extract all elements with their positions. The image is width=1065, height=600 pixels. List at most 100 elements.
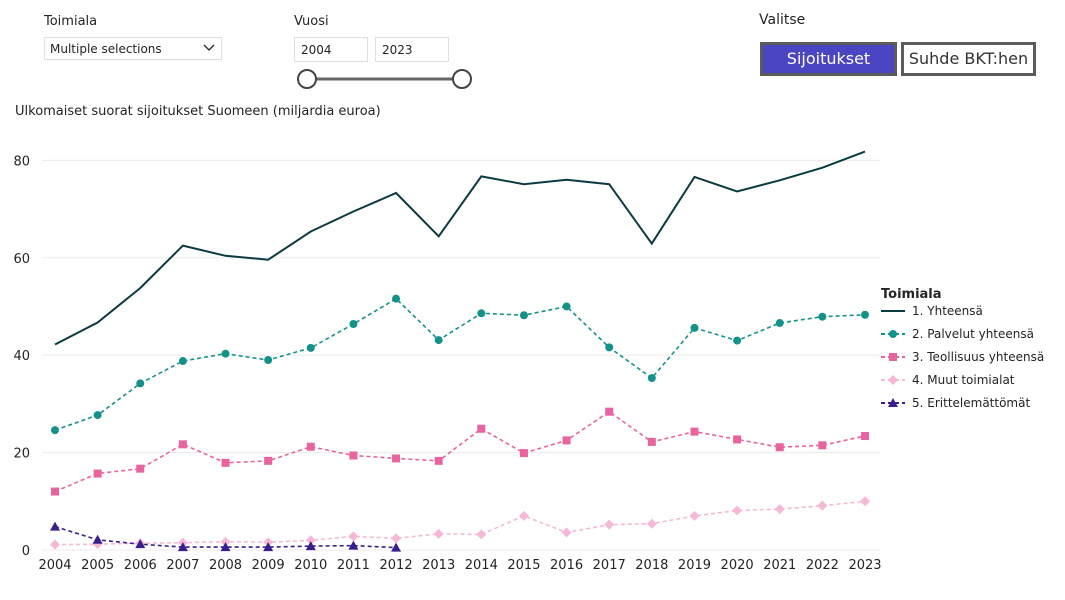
data-point-series-3 — [93, 469, 102, 478]
y-tick-label: 20 — [13, 447, 30, 462]
data-point-series-4 — [817, 500, 828, 511]
x-tick-label: 2009 — [252, 558, 285, 573]
x-tick-label: 2004 — [38, 558, 71, 573]
x-tick-label: 2015 — [507, 558, 540, 573]
chart-title: Ulkomaiset suorat sijoitukset Suomeen (m… — [15, 104, 381, 119]
data-point-series-4 — [391, 533, 402, 544]
suhde-bkt-button[interactable]: Suhde BKT:hen — [901, 42, 1036, 76]
year-from-value: 2004 — [301, 43, 332, 57]
data-point-series-4 — [220, 536, 231, 547]
legend-entry-1[interactable]: 1. Yhteensä — [912, 304, 983, 318]
data-point-series-3 — [434, 456, 443, 465]
x-tick-label: 2007 — [166, 558, 199, 573]
sijoitukset-button[interactable]: Sijoitukset — [760, 42, 897, 76]
data-point-series-3 — [605, 407, 614, 416]
series-line-2 — [54, 297, 866, 431]
data-point-series-2 — [221, 349, 230, 358]
y-tick-label: 0 — [22, 544, 30, 559]
data-point-series-2 — [178, 357, 187, 366]
legend-entry-4[interactable]: 4. Muut toimialat — [912, 373, 1015, 387]
x-tick-label: 2010 — [294, 558, 327, 573]
x-tick-label: 2012 — [380, 558, 413, 573]
data-point-series-2 — [647, 374, 656, 383]
legend-marker-2 — [889, 330, 897, 338]
data-point-series-5 — [50, 521, 60, 531]
data-point-series-2 — [434, 336, 443, 345]
data-point-series-4 — [604, 519, 615, 530]
x-tick-label: 2011 — [337, 558, 370, 573]
series-line-1 — [54, 150, 866, 346]
data-point-series-3 — [477, 424, 486, 433]
x-tick-label: 2018 — [635, 558, 668, 573]
data-point-series-4 — [50, 539, 60, 550]
data-point-series-2 — [477, 309, 486, 318]
data-point-series-3 — [392, 454, 401, 463]
data-point-series-3 — [519, 449, 528, 458]
data-point-series-3 — [264, 456, 273, 465]
year-range-slider[interactable] — [290, 64, 480, 94]
data-point-series-3 — [733, 435, 742, 444]
data-point-series-3 — [306, 442, 315, 451]
industry-dropdown-value: Multiple selections — [50, 42, 162, 56]
data-point-series-3 — [562, 436, 571, 445]
x-tick-label: 2013 — [422, 558, 455, 573]
data-point-series-3 — [136, 464, 145, 473]
data-point-series-2 — [775, 319, 784, 328]
industry-filter-label: Toimiala — [44, 14, 98, 29]
data-point-series-3 — [349, 451, 358, 460]
data-point-series-5 — [135, 539, 146, 549]
data-point-series-5 — [305, 541, 316, 551]
data-point-series-3 — [178, 440, 187, 449]
data-point-series-2 — [392, 294, 401, 303]
data-point-series-2 — [136, 379, 145, 388]
data-point-series-2 — [51, 426, 59, 435]
x-tick-label: 2021 — [763, 558, 796, 573]
legend-entry-3[interactable]: 3. Teollisuus yhteensä — [912, 350, 1044, 364]
data-point-series-4 — [561, 527, 572, 538]
x-tick-label: 2005 — [81, 558, 114, 573]
data-point-series-2 — [264, 356, 273, 365]
data-point-series-3 — [690, 427, 699, 436]
x-tick-label: 2020 — [721, 558, 754, 573]
data-point-series-4 — [860, 496, 870, 507]
data-point-series-2 — [349, 320, 358, 329]
x-tick-label: 2019 — [678, 558, 711, 573]
data-point-series-2 — [861, 310, 869, 319]
data-point-series-2 — [93, 411, 102, 420]
data-point-series-2 — [690, 323, 699, 332]
data-point-series-2 — [733, 336, 742, 345]
data-point-series-4 — [774, 504, 785, 515]
series-line-4 — [54, 500, 866, 546]
year-to-input[interactable]: 2023 — [375, 37, 449, 62]
legend-entry-5[interactable]: 5. Erittelemättömät — [912, 396, 1030, 410]
data-point-series-3 — [647, 437, 656, 446]
data-point-series-5 — [348, 540, 359, 550]
data-point-series-4 — [348, 531, 359, 542]
data-point-series-3 — [775, 443, 784, 452]
data-point-series-5 — [220, 542, 231, 552]
industry-dropdown[interactable]: Multiple selections — [44, 37, 222, 60]
x-tick-label: 2023 — [848, 558, 881, 573]
data-point-series-2 — [818, 312, 827, 321]
year-to-value: 2023 — [382, 43, 413, 57]
data-point-series-4 — [732, 505, 743, 516]
data-point-series-4 — [518, 510, 529, 521]
legend-entry-2[interactable]: 2. Palvelut yhteensä — [912, 327, 1034, 341]
slider-handle-end[interactable] — [452, 69, 472, 89]
legend-marker-5 — [888, 398, 898, 407]
data-point-series-3 — [818, 441, 827, 450]
data-point-series-2 — [605, 343, 614, 352]
slider-handle-start[interactable] — [297, 69, 317, 89]
x-tick-label: 2017 — [593, 558, 626, 573]
selector-label: Valitse — [759, 12, 806, 28]
x-tick-label: 2008 — [209, 558, 242, 573]
data-point-series-2 — [519, 311, 528, 320]
data-point-series-4 — [646, 518, 657, 529]
data-point-series-4 — [433, 528, 444, 539]
year-from-input[interactable]: 2004 — [294, 37, 368, 62]
data-point-series-2 — [562, 302, 571, 311]
y-tick-label: 60 — [13, 252, 30, 267]
y-tick-label: 80 — [13, 154, 30, 169]
data-point-series-5 — [92, 534, 103, 544]
